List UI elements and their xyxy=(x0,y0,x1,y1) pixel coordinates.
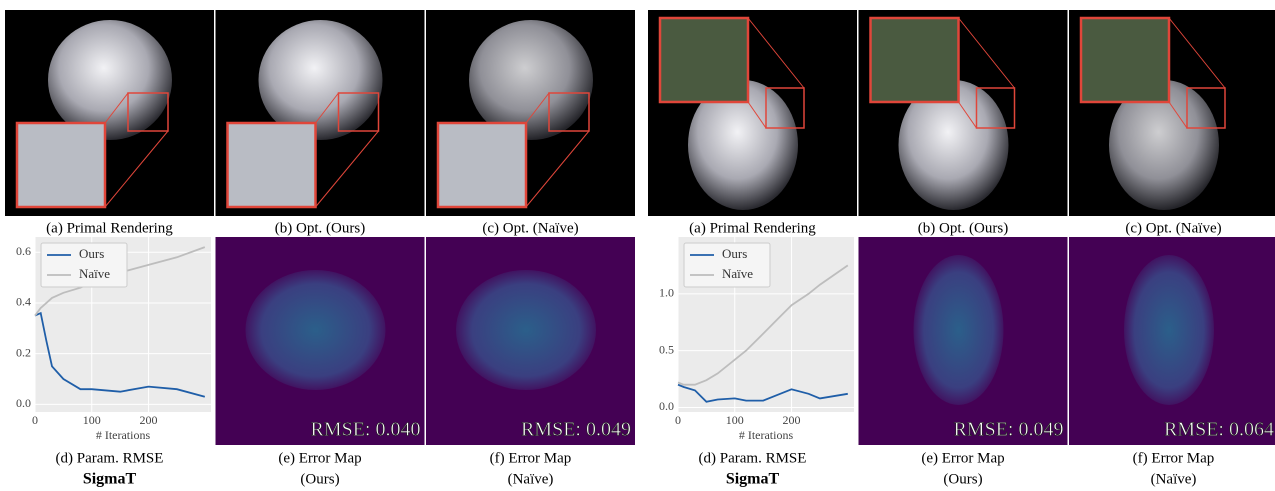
inset xyxy=(1081,18,1169,102)
caption: (c) Opt. (Naïve) xyxy=(1125,220,1221,236)
x-tick-label: 100 xyxy=(726,413,744,427)
y-tick-label: 0.5 xyxy=(659,342,674,356)
x-axis-label: # Iterations xyxy=(96,428,151,442)
x-tick-label: 100 xyxy=(83,413,101,427)
error-region xyxy=(914,255,1004,405)
rmse: RMSE: 0.040 xyxy=(310,419,420,441)
error-region xyxy=(456,270,596,390)
inset xyxy=(17,123,105,207)
inset xyxy=(871,18,959,102)
x-tick-label: 200 xyxy=(140,413,158,427)
y-tick-label: 0.4 xyxy=(16,295,31,309)
label: SigmaT xyxy=(83,471,137,488)
caption: (Ours) xyxy=(943,471,982,487)
y-tick-label: 0.6 xyxy=(16,244,31,258)
caption: (f) Error Map xyxy=(1133,450,1215,466)
rmse: RMSE: 0.049 xyxy=(521,419,631,441)
inset xyxy=(438,123,526,207)
rmse: RMSE: 0.064 xyxy=(1164,419,1274,441)
caption: (b) Opt. (Ours) xyxy=(918,220,1008,236)
y-tick-label: 1.0 xyxy=(659,286,674,300)
y-tick-label: 0.0 xyxy=(659,399,674,413)
y-tick-label: 0.2 xyxy=(16,345,31,359)
caption: (a) Primal Rendering xyxy=(46,220,173,236)
caption: (f) Error Map xyxy=(490,450,572,466)
x-axis-label: # Iterations xyxy=(739,428,794,442)
caption: (d) Param. RMSE xyxy=(56,450,164,466)
rmse: RMSE: 0.049 xyxy=(953,419,1063,441)
caption: (a) Primal Rendering xyxy=(689,220,816,236)
label: SigmaT xyxy=(726,471,780,488)
error-region xyxy=(1124,255,1214,405)
legend-label: Naïve xyxy=(722,266,753,281)
figure: (a) Primal Rendering (b) Opt. (Ours) (c) O… xyxy=(0,0,1275,491)
x-tick-label: 0 xyxy=(32,413,38,427)
legend-label: Naïve xyxy=(79,266,110,281)
x-tick-label: 0 xyxy=(675,413,681,427)
legend-label: Ours xyxy=(722,246,747,261)
inset xyxy=(228,123,316,207)
legend-label: Ours xyxy=(79,246,104,261)
inset xyxy=(660,18,748,102)
caption: (Naïve) xyxy=(1151,471,1197,487)
caption: (b) Opt. (Ours) xyxy=(275,220,365,236)
caption: (d) Param. RMSE xyxy=(699,450,807,466)
caption: (Naïve) xyxy=(508,471,554,487)
caption: (e) Error Map xyxy=(921,450,1004,466)
error-region xyxy=(246,270,386,390)
x-tick-label: 200 xyxy=(783,413,801,427)
caption: (e) Error Map xyxy=(278,450,361,466)
y-tick-label: 0.0 xyxy=(16,396,31,410)
caption: (Ours) xyxy=(300,471,339,487)
caption: (c) Opt. (Naïve) xyxy=(482,220,578,236)
